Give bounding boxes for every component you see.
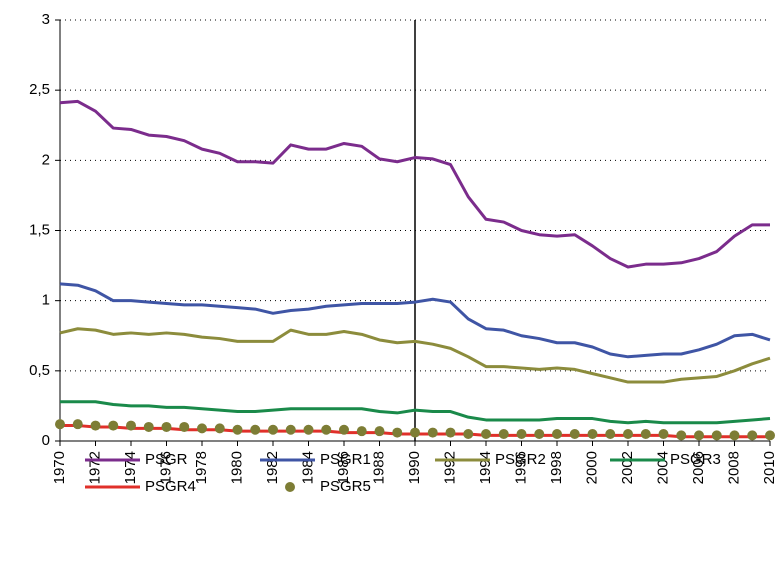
x-tick-label: 1996 (512, 451, 529, 484)
y-tick-label: 1,5 (29, 221, 50, 238)
data-point (321, 424, 332, 435)
data-point (268, 424, 278, 435)
data-point (569, 428, 580, 439)
x-tick-label: 2002 (619, 451, 636, 484)
legend-label: PSGR4 (145, 478, 196, 495)
series-line (59, 327, 771, 384)
x-tick-label: 1982 (264, 451, 281, 484)
x-tick-label: 2010 (761, 451, 778, 484)
x-tick-label: 1986 (335, 451, 352, 484)
y-tick-label: 0,5 (29, 362, 50, 379)
data-point (729, 430, 740, 441)
y-tick-label: 2,5 (29, 81, 50, 98)
x-tick-label: 1998 (548, 451, 565, 484)
data-point (126, 420, 136, 431)
legend-label: PSGR2 (495, 451, 546, 468)
data-point (605, 428, 616, 439)
data-point (516, 428, 527, 439)
data-point (534, 428, 545, 439)
x-tick-label: 2006 (690, 451, 707, 484)
data-point (427, 427, 438, 438)
data-point (285, 424, 296, 435)
data-point (694, 430, 704, 441)
legend-item: PSGR5 (285, 478, 371, 495)
x-tick-label: 1978 (193, 451, 210, 484)
data-point (658, 428, 669, 439)
data-point (711, 430, 722, 441)
x-tick-label: 1992 (441, 451, 458, 484)
x-tick-label: 1988 (370, 451, 387, 484)
series-line (60, 400, 771, 425)
x-tick-label: 1972 (86, 451, 103, 484)
data-point (90, 420, 101, 431)
legend-item: PSGR3 (610, 451, 721, 468)
data-point (339, 424, 349, 435)
data-point (552, 428, 562, 439)
legend-item: PSGR2 (435, 451, 546, 468)
x-tick-label: 1970 (51, 451, 68, 484)
data-point (143, 421, 154, 432)
data-point (481, 428, 491, 439)
data-point (303, 424, 314, 435)
legend-item: PSGR4 (85, 478, 196, 495)
x-tick-label: 1980 (228, 451, 245, 484)
y-tick-label: 1 (42, 292, 50, 309)
data-point (356, 426, 367, 437)
legend-label: PSGR1 (320, 451, 371, 468)
legend-label: PSGR (145, 451, 188, 468)
x-tick-label: 2004 (654, 451, 671, 484)
legend-marker (285, 482, 295, 492)
legend-item: PSGR1 (260, 451, 371, 468)
data-point (250, 424, 261, 435)
x-tick-label: 2000 (583, 451, 600, 484)
data-point (765, 430, 775, 441)
data-point (410, 427, 420, 438)
data-point (232, 424, 243, 435)
data-point (392, 427, 403, 438)
x-tick-label: 1984 (299, 451, 316, 484)
series-line (59, 99, 770, 269)
x-tick-label: 1990 (406, 451, 423, 484)
data-point (108, 420, 119, 431)
data-point (498, 428, 509, 439)
data-point (623, 428, 633, 439)
series-line (59, 282, 771, 359)
data-point (587, 428, 598, 439)
data-point (640, 428, 651, 439)
data-point (179, 421, 190, 432)
legend-label: PSGR3 (670, 451, 721, 468)
y-tick-label: 0 (42, 432, 50, 449)
data-point (214, 423, 225, 434)
data-point (197, 423, 207, 434)
data-point (676, 430, 687, 441)
x-tick-label: 2008 (725, 451, 742, 484)
x-tick-label: 1976 (157, 451, 174, 484)
legend-label: PSGR5 (320, 478, 371, 495)
y-tick-label: 3 (42, 11, 50, 28)
data-point (161, 421, 172, 432)
data-point (463, 428, 474, 439)
x-tick-label: 1974 (122, 451, 139, 484)
data-point (747, 430, 758, 441)
data-point (445, 427, 456, 438)
legend-item: PSGR (85, 451, 188, 468)
y-tick-label: 2 (42, 151, 50, 168)
data-point (374, 426, 385, 437)
data-point (72, 419, 83, 430)
data-point (55, 419, 65, 430)
x-tick-label: 1994 (477, 451, 494, 484)
